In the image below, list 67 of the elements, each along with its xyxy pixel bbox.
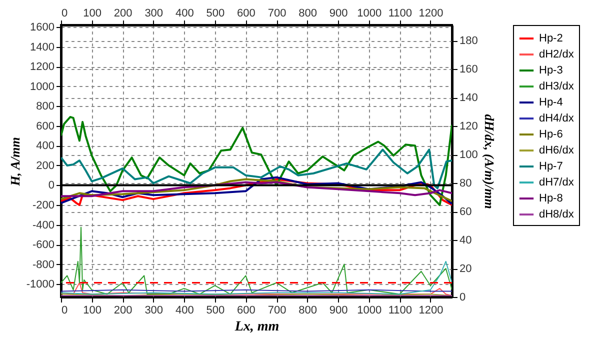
y-tick-label: -800	[32, 258, 54, 271]
x-axis-title: Lx, mm	[234, 320, 280, 334]
x2-tick-label: 900	[329, 304, 348, 316]
y2-tick-label: 160	[460, 64, 478, 76]
x-tick-label: 300	[144, 8, 164, 20]
legend-label: dH3/dx	[539, 80, 574, 92]
y2-axis-title: dH/dx, (A/m)/mm	[482, 114, 497, 209]
y2-tick-label: 20	[460, 263, 472, 276]
y-tick-label: 1400	[30, 41, 54, 54]
y-tick-label: 0	[48, 180, 54, 192]
x-tick-label: 600	[237, 8, 256, 20]
x-tick-label: 1000	[357, 8, 382, 20]
legend-label: dH7/dx	[539, 176, 574, 188]
x2-tick-label: 800	[298, 304, 317, 316]
y-axis-title: H, A/mm	[7, 137, 22, 187]
x2-tick-label: 1200	[418, 304, 444, 316]
x-tick-label: 900	[329, 8, 348, 20]
y-tick-label: -200	[32, 200, 54, 212]
legend-label: Hp-3	[539, 64, 563, 76]
x2-tick-label: 1000	[357, 304, 382, 316]
y-tick-label: -1000	[26, 278, 54, 291]
x2-tick-label: 300	[144, 304, 164, 316]
x-tick-label: 400	[175, 8, 194, 20]
x-tick-label: 1100	[388, 8, 412, 20]
y-tick-label: 200	[36, 160, 54, 172]
x-tick-label: 1200	[418, 8, 444, 20]
legend-label: Hp-6	[539, 128, 563, 140]
y-tick-label: 1200	[30, 61, 54, 74]
x-tick-label: 200	[114, 8, 132, 20]
x-tick-label: 500	[206, 8, 225, 20]
legend-label: Hp-8	[539, 192, 563, 204]
y-tick-label: 800	[36, 100, 54, 113]
y-tick-label: 600	[36, 120, 54, 132]
line-series	[61, 260, 452, 295]
x2-tick-label: 100	[83, 304, 102, 316]
y-tick-label: 1600	[30, 21, 54, 34]
x-tick-label: 100	[83, 8, 102, 20]
x2-tick-label: 0	[62, 304, 68, 316]
x2-tick-label: 600	[237, 304, 256, 316]
y2-tick-label: 60	[460, 206, 472, 218]
y-tick-label: -600	[32, 239, 54, 252]
legend-label: dH8/dx	[539, 208, 574, 220]
y2-tick-label: 100	[460, 149, 478, 162]
y2-tick-label: 40	[460, 234, 472, 247]
y2-tick-label: 120	[460, 120, 478, 133]
y2-tick-label: 80	[460, 178, 472, 190]
x-tick-label: 0	[62, 8, 68, 20]
legend-label: Hp-4	[539, 96, 563, 108]
line-series	[61, 226, 452, 295]
x2-tick-label: 700	[268, 304, 286, 316]
legend-label: Hp-2	[539, 32, 563, 44]
y2-tick-label: 0	[460, 292, 466, 304]
x-tick-label: 800	[298, 8, 317, 20]
x2-tick-label: 1100	[388, 304, 412, 316]
x2-tick-label: 500	[206, 304, 225, 316]
y-tick-label: 400	[36, 140, 54, 152]
legend-label: dH4/dx	[539, 112, 574, 124]
legend-label: Hp-7	[539, 160, 563, 172]
legend-label: dH2/dx	[539, 48, 574, 60]
x-tick-label: 700	[268, 8, 286, 20]
y-tick-label: -400	[32, 219, 54, 232]
x2-tick-label: 200	[114, 304, 132, 316]
x2-tick-label: 400	[175, 304, 194, 316]
y2-tick-label: 180	[460, 35, 478, 48]
legend-label: dH6/dx	[539, 144, 574, 156]
y-tick-label: 1000	[30, 80, 54, 93]
y2-tick-label: 140	[460, 92, 478, 104]
